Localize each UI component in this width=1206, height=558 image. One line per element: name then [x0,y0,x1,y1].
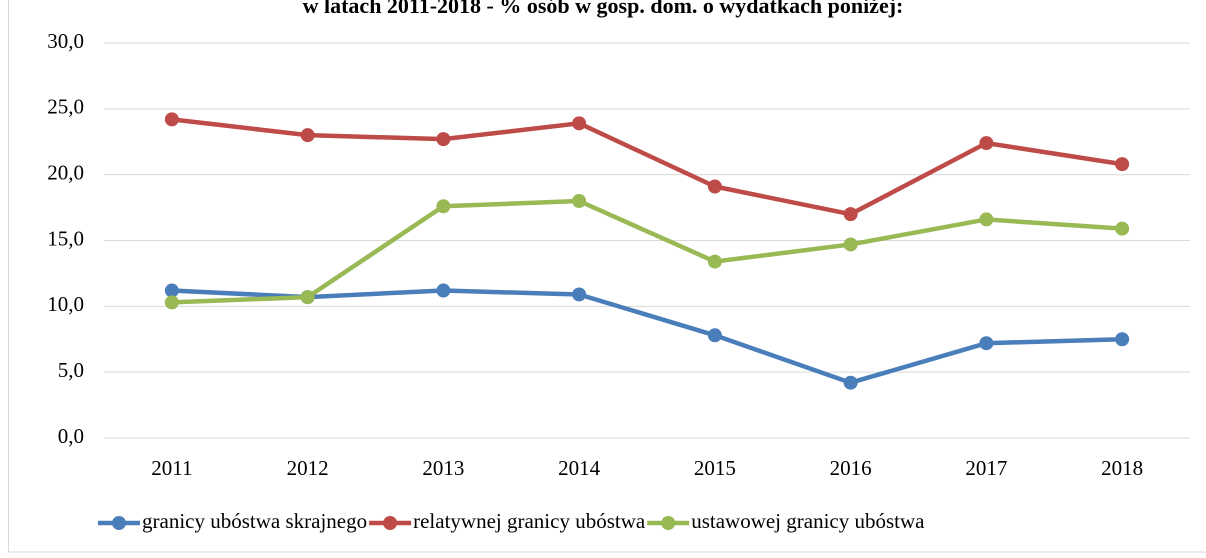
point [572,287,586,301]
point [572,194,586,208]
point [165,112,179,126]
point [301,128,315,142]
point [1115,222,1129,236]
chart-title: w latach 2011-2018 - % osób w gosp. dom.… [303,0,904,18]
point [165,295,179,309]
x-tick-label: 2014 [558,456,601,480]
x-tick-label: 2016 [830,456,872,480]
series-line [172,201,1122,302]
x-tick-label: 2015 [694,456,736,480]
point [979,136,993,150]
y-tick-label: 20,0 [47,160,84,184]
legend-marker [112,516,126,530]
y-tick-label: 5,0 [58,358,84,382]
x-tick-label: 2012 [287,456,329,480]
x-tick-label: 2018 [1101,456,1143,480]
legend-marker [661,516,675,530]
y-tick-label: 30,0 [47,29,84,53]
point [1115,157,1129,171]
y-tick-label: 10,0 [47,292,84,316]
legend-label: granicy ubóstwa skrajnego [142,509,367,533]
point [979,336,993,350]
point [708,328,722,342]
point [844,376,858,390]
series-line [172,291,1122,383]
point [572,116,586,130]
point [708,255,722,269]
y-tick-label: 25,0 [47,95,84,119]
x-tick-label: 2013 [422,456,464,480]
point [844,207,858,221]
y-tick-label: 15,0 [47,226,84,250]
point [708,180,722,194]
x-tick-label: 2011 [151,456,192,480]
point [301,290,315,304]
legend-label: relatywnej granicy ubóstwa [413,509,646,533]
point [979,212,993,226]
x-tick-label: 2017 [965,456,1007,480]
point [436,199,450,213]
point [1115,332,1129,346]
y-tick-label: 0,0 [58,424,84,448]
point [436,284,450,298]
point [844,237,858,251]
point [436,132,450,146]
legend-label: ustawowej granicy ubóstwa [691,509,925,533]
legend-marker [383,516,397,530]
